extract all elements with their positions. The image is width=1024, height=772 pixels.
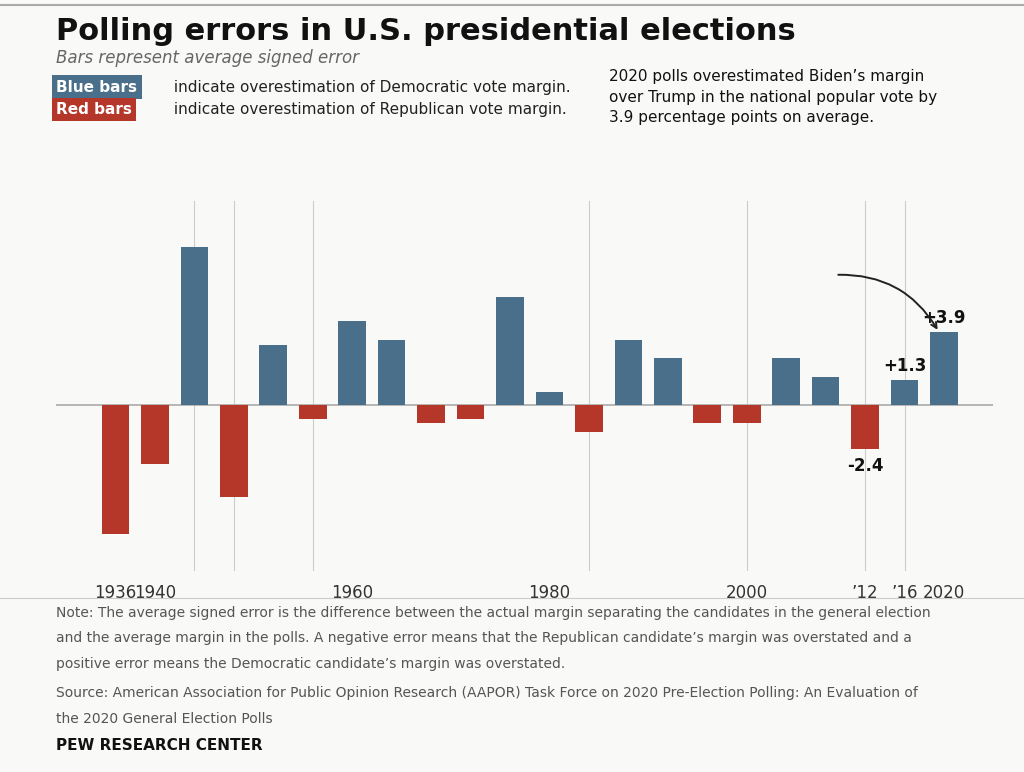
Text: Blue bars: Blue bars <box>56 80 137 94</box>
Bar <box>378 340 406 405</box>
Bar <box>141 405 169 464</box>
Bar <box>575 405 603 432</box>
Bar <box>930 332 957 405</box>
Bar <box>654 358 682 405</box>
Bar <box>299 405 327 419</box>
Bar <box>101 405 129 534</box>
Bar <box>338 321 366 405</box>
Bar <box>772 358 800 405</box>
Text: -2.4: -2.4 <box>847 457 884 476</box>
Text: Red bars: Red bars <box>56 102 132 117</box>
Text: Bars represent average signed error: Bars represent average signed error <box>56 49 359 66</box>
Bar <box>457 405 484 419</box>
Text: the 2020 General Election Polls: the 2020 General Election Polls <box>56 712 273 726</box>
Bar <box>614 340 642 405</box>
Bar <box>733 405 761 423</box>
Text: indicate overestimation of Republican vote margin.: indicate overestimation of Republican vo… <box>169 102 566 117</box>
Bar <box>812 377 840 405</box>
Bar <box>220 405 248 497</box>
Text: Source: American Association for Public Opinion Research (AAPOR) Task Force on 2: Source: American Association for Public … <box>56 686 919 700</box>
Text: Polling errors in U.S. presidential elections: Polling errors in U.S. presidential elec… <box>56 17 796 46</box>
Bar <box>536 391 563 405</box>
Text: PEW RESEARCH CENTER: PEW RESEARCH CENTER <box>56 738 263 753</box>
Text: positive error means the Democratic candidate’s margin was overstated.: positive error means the Democratic cand… <box>56 657 565 671</box>
Bar <box>693 405 721 423</box>
Bar <box>851 405 879 449</box>
Text: +1.3: +1.3 <box>883 357 926 375</box>
Text: +3.9: +3.9 <box>923 309 966 327</box>
Bar <box>180 247 208 405</box>
Bar <box>497 297 524 405</box>
Text: indicate overestimation of Democratic vote margin.: indicate overestimation of Democratic vo… <box>169 80 570 94</box>
Text: 2020 polls overestimated Biden’s margin
over Trump in the national popular vote : 2020 polls overestimated Biden’s margin … <box>609 69 937 125</box>
Bar <box>259 345 287 405</box>
Bar <box>891 381 919 405</box>
Text: Note: The average signed error is the difference between the actual margin separ: Note: The average signed error is the di… <box>56 606 931 620</box>
Bar <box>418 405 444 423</box>
Text: and the average margin in the polls. A negative error means that the Republican : and the average margin in the polls. A n… <box>56 631 912 645</box>
